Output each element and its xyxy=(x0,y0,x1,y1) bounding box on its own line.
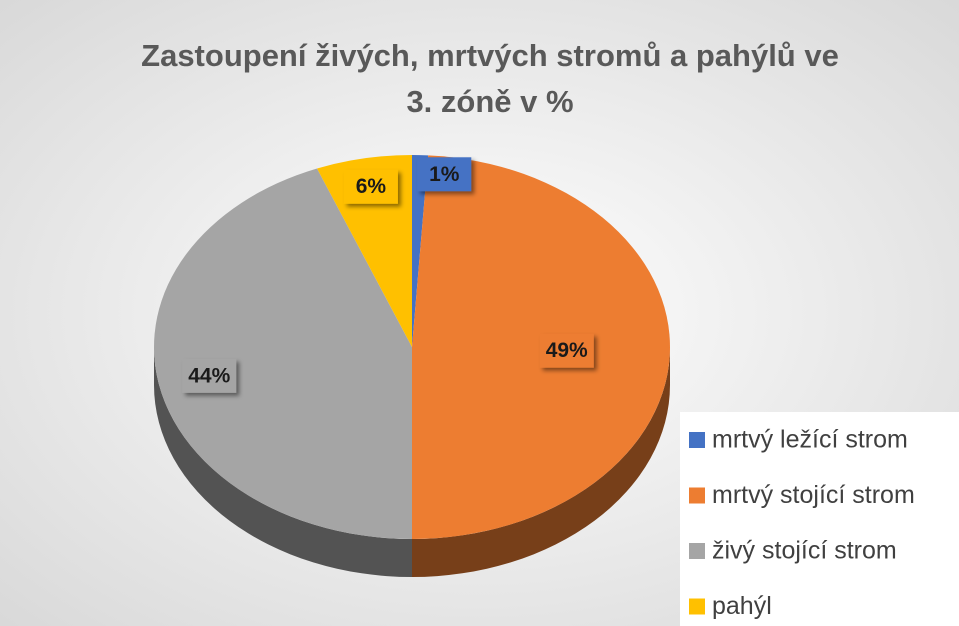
legend-swatch xyxy=(689,487,705,504)
legend-box xyxy=(680,412,959,626)
pie-side xyxy=(154,347,412,577)
data-label: 44% xyxy=(188,364,230,387)
data-label: 6% xyxy=(356,175,387,198)
data-label-box xyxy=(182,358,237,393)
chart-title: 3. zóně v % xyxy=(406,84,573,119)
legend-label: mrtvý ležící strom xyxy=(712,426,908,454)
data-label: 49% xyxy=(546,339,588,362)
data-label-box xyxy=(539,333,594,368)
chart-title: Zastoupení živých, mrtvých stromů a pahý… xyxy=(141,38,839,73)
data-label-box xyxy=(417,157,472,192)
pie-side xyxy=(412,347,670,577)
legend-label: živý stojící strom xyxy=(712,537,897,565)
legend-swatch xyxy=(689,543,705,559)
data-label-box xyxy=(343,169,398,204)
pie-slice xyxy=(153,168,413,539)
legend-swatch xyxy=(689,432,705,448)
legend-label: pahýl xyxy=(712,592,772,620)
legend-label: mrtvý stojící strom xyxy=(712,481,915,509)
legend-swatch xyxy=(689,598,705,615)
data-label: 1% xyxy=(429,163,460,186)
pie-slice xyxy=(412,155,429,347)
